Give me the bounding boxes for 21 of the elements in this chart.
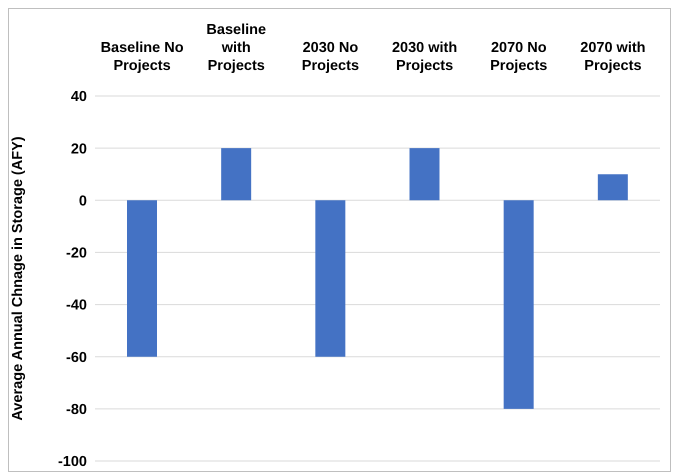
y-axis-title: Average Annual Chnage in Storage (AFY) <box>10 136 26 421</box>
y-tick-label: -80 <box>66 402 87 418</box>
y-tick-label: -20 <box>66 246 87 262</box>
y-tick-label: 0 <box>78 193 87 210</box>
x-tick-label: 2030 No Projects <box>302 40 360 74</box>
bar <box>315 200 346 357</box>
bar <box>127 200 157 357</box>
x-tick-label: 2070 with Projects <box>580 40 646 74</box>
bar <box>504 200 534 409</box>
y-tick-label: -60 <box>66 350 87 366</box>
y-tick-label: -40 <box>66 298 87 314</box>
x-tick-label: 2030 with Projects <box>392 40 458 74</box>
y-tick-label: 20 <box>70 141 87 158</box>
x-tick-label: Baseline No Projects <box>100 40 184 74</box>
y-tick-label: 40 <box>70 89 87 106</box>
bar <box>221 148 252 200</box>
bar <box>410 148 440 200</box>
y-tick-label: -100 <box>58 454 87 470</box>
x-tick-label: Baseline with Projects <box>206 22 266 74</box>
bar <box>598 174 628 200</box>
x-tick-label: 2070 No Projects <box>490 40 548 74</box>
